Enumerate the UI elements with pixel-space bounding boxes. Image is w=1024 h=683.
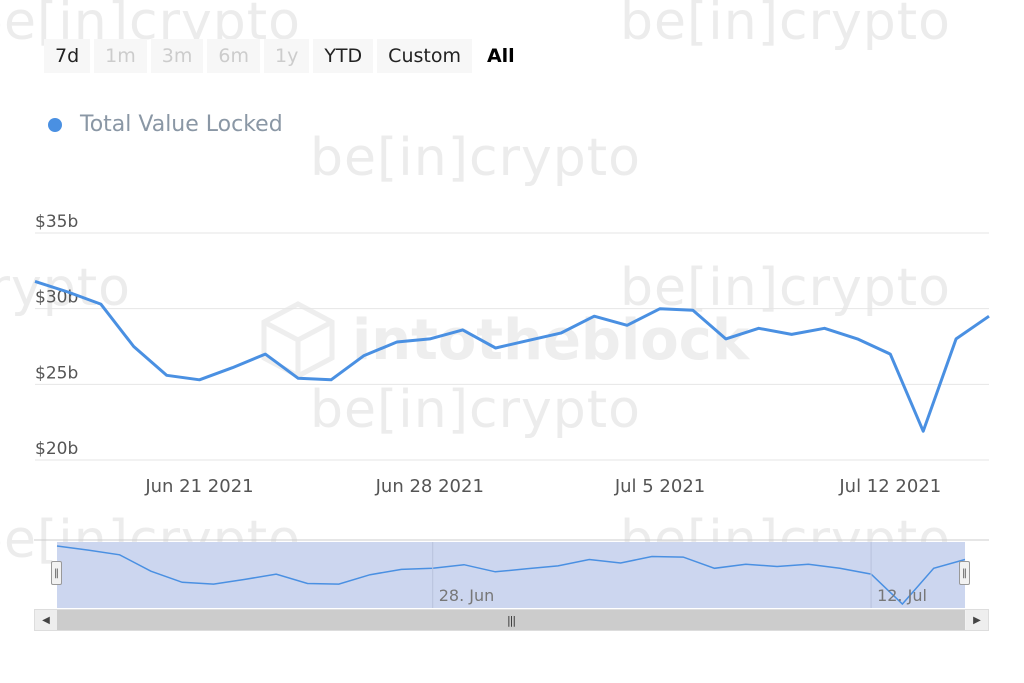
scroll-left-button[interactable]: ◀: [35, 610, 57, 630]
navigator-scrollbar[interactable]: ◀ ||| ▶: [34, 609, 989, 631]
navigator-tick-label: 12. Jul: [877, 586, 927, 605]
range-button-all[interactable]: All: [486, 45, 515, 67]
chart-legend[interactable]: Total Value Locked: [48, 112, 283, 137]
intotheblock-logo-icon: [261, 301, 335, 379]
navigator-axis-labels: 28. Jun 12. Jul: [432, 542, 927, 608]
x-tick-label: Jul 12 2021: [838, 476, 941, 497]
legend-marker-icon: [48, 117, 62, 132]
scroll-right-button[interactable]: ▶: [966, 610, 988, 630]
range-selector: 7d 1m 3m 6m 1y YTD Custom All: [44, 39, 526, 73]
legend-label: Total Value Locked: [80, 112, 283, 137]
watermark: be[in]crypto: [310, 380, 641, 440]
watermark: be[in]crypto: [620, 0, 951, 52]
navigator-tick-label: 28. Jun: [439, 586, 495, 605]
scrollbar-thumb[interactable]: |||: [57, 610, 965, 630]
y-tick-label: $25b: [35, 363, 78, 383]
y-tick-label: $20b: [35, 439, 78, 459]
x-tick-label: Jun 28 2021: [375, 476, 484, 497]
grid-lines: [35, 232, 989, 461]
range-button-1y[interactable]: 1y: [263, 39, 310, 73]
range-button-ytd[interactable]: YTD: [313, 39, 374, 73]
series-line-total-value-locked: [34, 279, 990, 433]
navigator[interactable]: 28. Jun 12. Jul: [34, 539, 989, 608]
navigator-left-handle[interactable]: ‖: [51, 561, 62, 585]
y-tick-label: $35b: [35, 212, 78, 232]
x-tick-label: Jun 21 2021: [144, 476, 253, 497]
y-axis-labels: $20b $25b $30b $35b: [35, 212, 78, 459]
range-button-3m[interactable]: 3m: [150, 39, 204, 73]
range-button-custom[interactable]: Custom: [377, 39, 472, 73]
range-button-6m[interactable]: 6m: [207, 39, 260, 73]
watermark: be[in]crypto: [310, 128, 641, 188]
x-tick-label: Jul 5 2021: [614, 476, 705, 497]
navigator-series-line: [56, 545, 966, 606]
y-tick-label: $30b: [35, 288, 78, 308]
navigator-right-handle[interactable]: ‖: [959, 561, 970, 585]
range-button-7d[interactable]: 7d: [44, 39, 91, 73]
range-button-1m[interactable]: 1m: [94, 39, 147, 73]
x-axis-labels: Jun 21 2021 Jun 28 2021 Jul 5 2021 Jul 12 2…: [144, 476, 941, 497]
watermark: be[in]crypto: [0, 258, 131, 318]
navigator-selected-range[interactable]: [57, 542, 965, 608]
